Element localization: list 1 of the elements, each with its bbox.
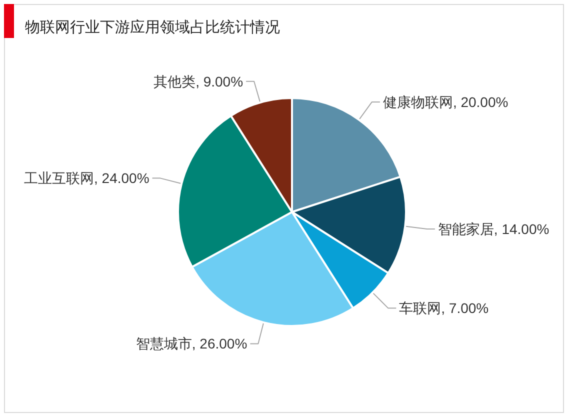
chart-title: 物联网行业下游应用领域占比统计情况 xyxy=(25,19,280,36)
